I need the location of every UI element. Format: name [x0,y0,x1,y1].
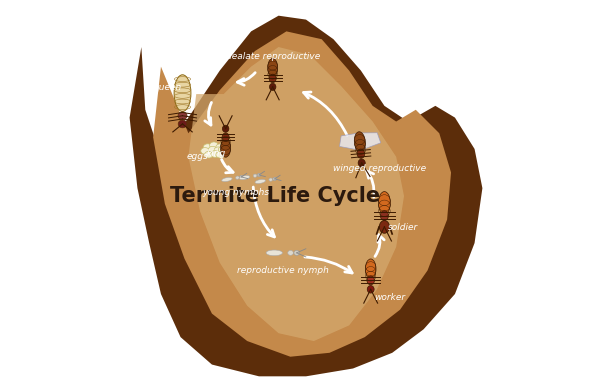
Ellipse shape [269,83,276,91]
Ellipse shape [236,176,239,179]
Ellipse shape [216,144,225,151]
Ellipse shape [222,125,229,132]
Polygon shape [130,16,482,376]
Ellipse shape [178,112,187,120]
Text: young nymphs: young nymphs [203,188,270,196]
Ellipse shape [174,75,191,111]
Text: eggs: eggs [186,152,208,161]
Ellipse shape [257,173,261,177]
Polygon shape [188,47,404,341]
Ellipse shape [267,58,278,77]
Ellipse shape [201,148,209,154]
Ellipse shape [214,147,223,154]
Ellipse shape [255,180,266,183]
Ellipse shape [354,132,365,152]
Ellipse shape [221,138,231,157]
Text: worker: worker [375,294,406,302]
Ellipse shape [204,151,213,158]
Ellipse shape [288,250,293,255]
Text: winged reproductive: winged reproductive [333,164,427,173]
Polygon shape [153,31,451,357]
Ellipse shape [269,178,272,181]
Ellipse shape [294,250,299,256]
Ellipse shape [203,144,212,151]
Ellipse shape [216,151,225,158]
Ellipse shape [367,276,375,285]
Ellipse shape [209,142,218,149]
Ellipse shape [269,74,276,83]
Ellipse shape [178,120,187,128]
Ellipse shape [379,221,389,233]
Ellipse shape [357,149,365,158]
Ellipse shape [365,259,376,279]
Ellipse shape [222,133,229,142]
Ellipse shape [358,159,365,167]
Ellipse shape [367,285,374,293]
Polygon shape [340,133,359,150]
Text: king: king [207,149,226,158]
Ellipse shape [211,151,220,158]
Ellipse shape [239,176,250,180]
Text: Termite Life Cycle: Termite Life Cycle [170,186,379,206]
Ellipse shape [266,250,282,256]
Text: queen: queen [154,83,182,91]
Text: dealate reproductive: dealate reproductive [226,53,320,61]
Ellipse shape [380,211,389,221]
Text: soldier: soldier [388,223,419,232]
Ellipse shape [253,174,257,177]
Polygon shape [360,133,381,150]
Ellipse shape [218,146,227,153]
Ellipse shape [208,146,217,153]
Ellipse shape [239,175,243,179]
Ellipse shape [378,192,390,214]
Ellipse shape [273,177,277,181]
Text: reproductive nymph: reproductive nymph [237,266,329,275]
Ellipse shape [222,178,232,181]
